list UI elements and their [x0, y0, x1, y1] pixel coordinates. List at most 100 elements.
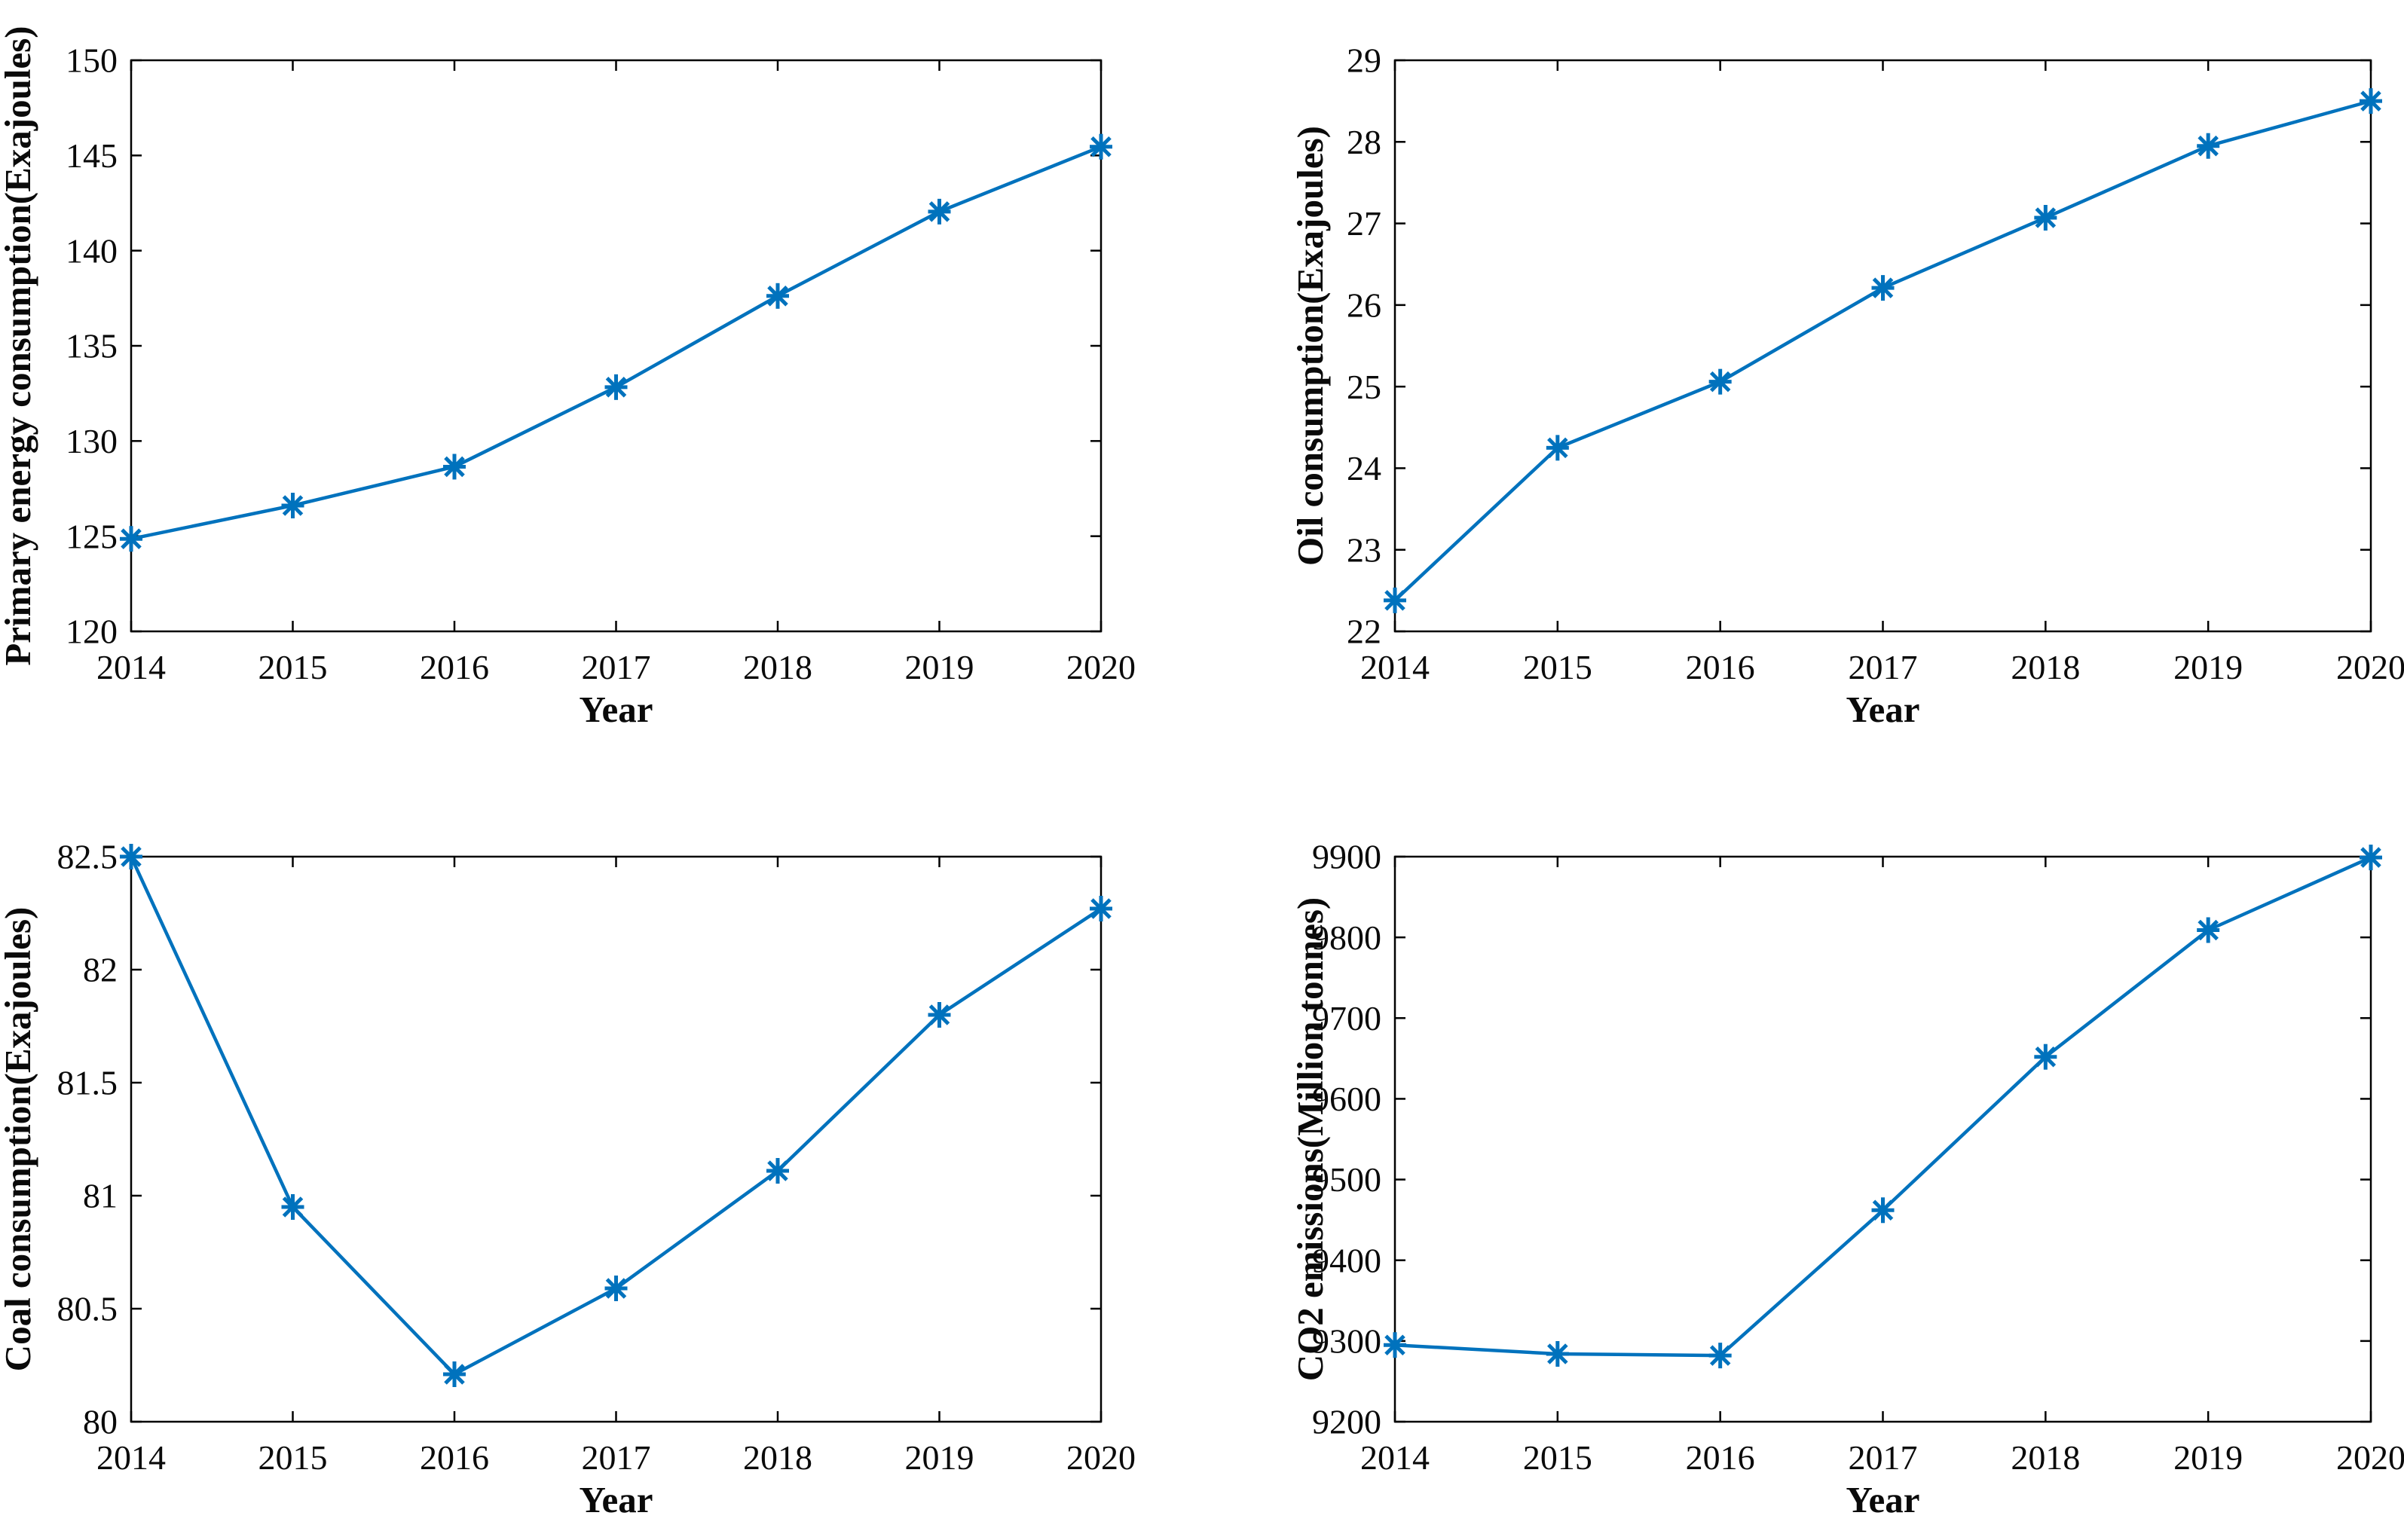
marker-spoke — [2360, 847, 2381, 868]
marker-spoke — [282, 1196, 304, 1218]
marker-spoke — [1090, 898, 1112, 919]
x-tick-label: 2018 — [2011, 1438, 2080, 1477]
data-marker-asterisk — [1384, 1332, 1406, 1358]
subplot-coal: 2014 2015 2016 2017 2018 2019 2020 80 80.5 81 81.5… — [0, 770, 1202, 1540]
marker-spoke — [767, 286, 788, 307]
x-tick-label: 2016 — [420, 648, 489, 686]
data-marker-asterisk — [1871, 1197, 1895, 1224]
marker-spoke — [1709, 371, 1731, 393]
x-tick-label: 2019 — [905, 648, 974, 686]
x-tick-label: 2015 — [258, 1438, 328, 1477]
x-tick-label: 2020 — [1066, 648, 1136, 686]
marker-spoke — [1090, 136, 1112, 157]
x-tick-label: 2016 — [420, 1438, 489, 1477]
data-marker-asterisk — [2034, 1043, 2057, 1070]
data-marker-asterisk — [281, 1194, 304, 1220]
marker-spoke — [444, 456, 465, 478]
y-tick-label: 23 — [1347, 530, 1381, 569]
data-marker-asterisk — [1708, 1343, 1732, 1369]
y-tick-label: 125 — [66, 517, 118, 555]
y-tick-label: 22 — [1347, 613, 1381, 651]
marker-spoke — [1547, 1343, 1568, 1364]
oil-chart: 2014 2015 2016 2017 2018 2019 2020 22 23 24 25 26 27… — [1289, 41, 2404, 730]
x-tick-label: 2016 — [1686, 1438, 1755, 1477]
marker-spoke — [1872, 277, 1894, 298]
y-tick-label: 81 — [83, 1177, 118, 1215]
data-marker-asterisk — [604, 1276, 628, 1301]
x-tick-label: 2018 — [2011, 648, 2080, 686]
y-tick-label: 9400 — [1312, 1241, 1381, 1279]
y-axis-label: Coal consumption(Exajoules) — [0, 907, 38, 1372]
data-marker-asterisk — [2034, 204, 2057, 231]
x-axis-label: Year — [1846, 1479, 1920, 1520]
plot-area: 2014 2015 2016 2017 2018 2019 2020 80 80.5 81 81.5… — [57, 838, 1136, 1477]
x-tick-label: 2017 — [582, 1438, 651, 1477]
data-marker-asterisk — [1384, 587, 1406, 613]
x-tick-label: 2016 — [1686, 648, 1755, 686]
marker-spoke — [444, 1364, 465, 1385]
data-marker-asterisk — [443, 1361, 466, 1387]
axes-box — [130, 59, 1103, 633]
y-tick-label: 28 — [1347, 123, 1381, 161]
data-marker-asterisk — [2360, 88, 2382, 115]
y-tick-label: 24 — [1347, 449, 1381, 487]
axes-box — [1393, 855, 2372, 1423]
subplot-co2: 2014 2015 2016 2017 2018 2019 2020 9200 9300 9400… — [1202, 770, 2404, 1540]
data-marker-asterisk — [928, 198, 951, 225]
y-axis-label: Oil consumption(Exajoules) — [1289, 126, 1331, 566]
x-tick-label: 2014 — [96, 648, 166, 686]
marker-spoke — [928, 201, 950, 222]
data-line — [1393, 99, 2372, 602]
marker-spoke — [121, 528, 142, 549]
data-marker-asterisk — [1546, 435, 1569, 461]
marker-spoke — [2198, 135, 2219, 157]
plot-area: 2014 2015 2016 2017 2018 2019 2020 9200 9300 9400… — [1312, 838, 2404, 1477]
marker-spoke — [1547, 437, 1568, 459]
x-tick-label: 2014 — [1360, 648, 1430, 686]
y-tick-label: 9800 — [1312, 918, 1381, 957]
plot-area: 2014 2015 2016 2017 2018 2019 2020 120 125 130 135… — [66, 41, 1136, 686]
y-tick-label: 130 — [66, 422, 118, 460]
x-axis-label: Year — [580, 689, 653, 730]
primary-energy-chart: 2014 2015 2016 2017 2018 2019 2020 120 125 130 135… — [0, 26, 1136, 730]
marker-spoke — [1872, 1199, 1894, 1221]
y-tick-label: 81.5 — [57, 1064, 118, 1102]
data-marker-asterisk — [281, 492, 304, 518]
marker-spoke — [605, 377, 627, 398]
y-tick-label: 25 — [1347, 368, 1381, 406]
data-marker-asterisk — [2197, 917, 2220, 943]
x-tick-label: 2020 — [2336, 1438, 2404, 1477]
x-tick-label: 2019 — [2173, 648, 2243, 686]
marker-spoke — [1384, 1334, 1405, 1355]
marker-spoke — [928, 1004, 950, 1025]
marker-spoke — [605, 1278, 627, 1299]
x-tick-label: 2015 — [258, 648, 328, 686]
axes-box — [1393, 59, 2372, 633]
marker-spoke — [1709, 1345, 1731, 1366]
y-tick-label: 9500 — [1312, 1160, 1381, 1199]
data-marker-asterisk — [766, 1158, 789, 1184]
y-tick-label: 9300 — [1312, 1322, 1381, 1360]
y-tick-label: 82.5 — [57, 838, 118, 876]
x-axis-label: Year — [1846, 689, 1920, 730]
y-tick-label: 27 — [1347, 204, 1381, 243]
y-tick-label: 9900 — [1312, 838, 1381, 876]
x-axis-label: Year — [580, 1479, 653, 1520]
data-marker-asterisk — [2360, 845, 2382, 871]
y-tick-label: 9600 — [1312, 1080, 1381, 1118]
data-marker-asterisk — [1871, 275, 1895, 301]
subplot-primary-energy: 2014 2015 2016 2017 2018 2019 2020 120 125 130 135… — [0, 0, 1202, 770]
plot-area: 2014 2015 2016 2017 2018 2019 2020 22 23 24 25 26 27… — [1347, 41, 2404, 686]
marker-spoke — [2198, 919, 2219, 941]
data-marker-asterisk — [766, 283, 789, 309]
marker-spoke — [282, 495, 304, 516]
x-tick-label: 2014 — [96, 1438, 166, 1477]
x-tick-label: 2018 — [743, 648, 812, 686]
data-marker-asterisk — [1090, 133, 1112, 160]
x-tick-label: 2015 — [1523, 648, 1592, 686]
data-marker-asterisk — [1090, 896, 1112, 921]
y-axis-label: CO2 emissions(Million tonnes) — [1289, 897, 1331, 1381]
y-tick-label: 9200 — [1312, 1403, 1381, 1441]
y-tick-label: 145 — [66, 136, 118, 175]
